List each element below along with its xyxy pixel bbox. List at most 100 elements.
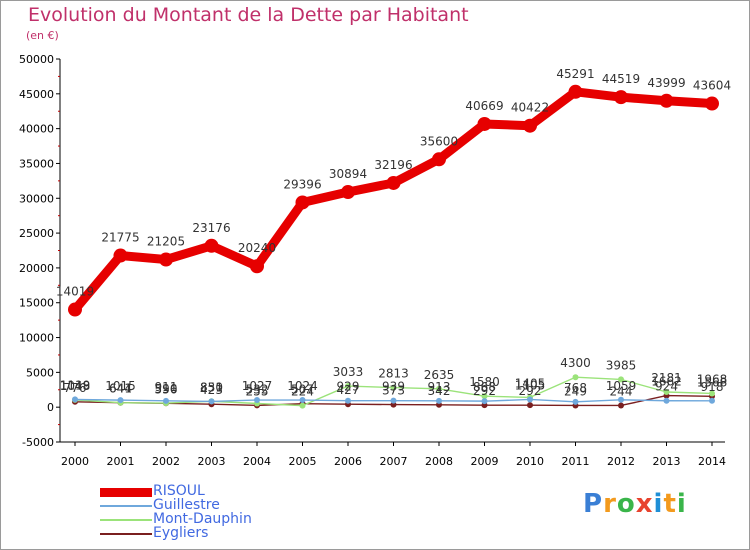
data-label-eygliers: 244 [610,384,633,398]
chart-legend: RISOUL Guillestre Mont-Dauphin Eygliers [100,483,320,541]
data-label-guillestre: 1119 [60,378,91,392]
x-tick-label: 2010 [516,455,544,468]
y-tick-label: 50000 [19,53,54,66]
y-tick-label: 45000 [19,88,54,101]
y-tick-label: 15000 [19,297,54,310]
data-label-mont-dauphin: 850 [200,380,223,394]
data-label-mont-dauphin: 3985 [606,358,637,372]
legend-swatch [100,519,152,521]
data-label-mont-dauphin: 224 [291,385,314,399]
data-point-mont-dauphin [390,384,397,391]
data-label-guillestre: 918 [701,380,724,394]
data-point-risoul [250,259,264,274]
data-point-mont-dauphin [663,388,670,395]
data-label-risoul: 30894 [329,167,367,181]
logo-letter: r [603,489,617,519]
data-point-risoul [295,195,310,210]
data-label-eygliers: 292 [473,384,496,398]
x-tick-label: 2012 [607,455,635,468]
data-label-eygliers: 556 [155,382,178,396]
data-point-risoul [113,248,128,263]
data-label-guillestre: 911 [155,380,178,394]
data-point-mont-dauphin [481,393,488,400]
data-point-guillestre [72,396,78,403]
y-tick-label: 5000 [26,366,54,379]
data-label-eygliers: 644 [109,382,132,396]
data-point-mont-dauphin [299,402,306,409]
data-label-risoul: 14019 [56,285,94,299]
x-tick-label: 2003 [198,455,226,468]
data-point-guillestre [299,397,306,404]
data-label-risoul: 23176 [192,221,230,235]
x-tick-label: 2009 [471,455,499,468]
data-point-risoul [523,118,537,133]
x-tick-label: 2006 [334,455,362,468]
data-point-risoul [159,252,173,267]
data-label-mont-dauphin: 1580 [469,375,500,389]
x-tick-label: 2000 [61,455,89,468]
data-point-guillestre [117,397,124,404]
data-label-risoul: 32196 [374,158,412,172]
data-label-eygliers: 255 [246,384,269,398]
data-label-guillestre: 913 [428,380,451,394]
chart-title: Evolution du Montant de la Dette par Hab… [28,4,469,26]
data-point-mont-dauphin [618,376,624,383]
legend-item: Mont-Dauphin [100,511,320,527]
y-tick-label: -5000 [22,436,54,449]
data-label-risoul: 43604 [693,79,731,93]
legend-label: Mont-Dauphin [153,511,252,527]
data-point-guillestre [618,396,624,403]
legend-label: RISOUL [153,483,205,499]
legend-item: Guillestre [100,497,320,513]
data-point-risoul [477,116,492,131]
x-tick-label: 2008 [425,455,453,468]
data-label-mont-dauphin: 1048 [60,379,91,393]
data-point-guillestre [345,397,351,404]
data-label-risoul: 44519 [602,72,640,86]
data-point-mont-dauphin [572,374,579,381]
y-tick-label: 30000 [19,192,54,205]
data-point-risoul [659,93,674,108]
data-point-risoul [705,96,719,111]
proxiti-logo: Proxiti [583,489,687,519]
data-point-guillestre [436,397,442,404]
data-label-guillestre: 929 [337,380,360,394]
data-point-mont-dauphin [436,385,442,392]
legend-label: Guillestre [153,497,220,513]
data-label-eygliers: 1568 [697,375,728,389]
chart-unit: (en €) [26,29,59,42]
data-label-risoul: 20240 [238,241,276,255]
data-label-eygliers: 1662 [651,375,682,389]
data-label-guillestre: 924 [655,380,678,394]
data-label-risoul: 21775 [101,231,139,245]
y-tick-label: 25000 [19,227,54,240]
data-point-guillestre [254,397,260,404]
data-point-eygliers [527,402,533,409]
data-label-mont-dauphin: 3033 [333,365,364,379]
data-label-eygliers: 427 [337,383,360,397]
data-label-risoul: 40669 [465,99,503,113]
data-label-eygliers: 776 [64,381,87,395]
data-label-mont-dauphin: 2635 [424,368,455,382]
data-point-risoul [341,185,355,200]
logo-letter: i [676,489,687,519]
data-point-guillestre [481,398,488,405]
data-label-mont-dauphin: 2181 [651,371,682,385]
data-label-risoul: 40422 [511,101,549,115]
data-label-mont-dauphin: 641 [109,382,132,396]
data-label-eygliers: 342 [428,384,451,398]
y-tick-label: 40000 [19,123,54,136]
data-point-risoul [204,238,219,253]
data-label-guillestre: 1015 [105,379,136,393]
x-tick-label: 2001 [107,455,135,468]
logo-letter: o [616,489,636,519]
data-label-mont-dauphin: 590 [155,382,178,396]
data-label-risoul: 35600 [420,134,458,148]
logo-letter: t [663,489,677,519]
data-label-eygliers: 249 [564,384,587,398]
x-tick-label: 2004 [243,455,271,468]
data-point-risoul [386,175,401,190]
x-tick-label: 2005 [289,455,317,468]
legend-label: Eygliers [153,525,209,541]
